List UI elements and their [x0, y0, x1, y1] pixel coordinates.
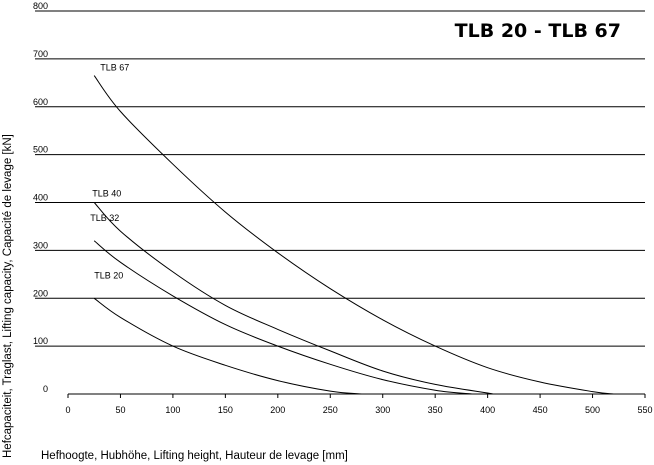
- chart-title: TLB 20 - TLB 67: [455, 20, 621, 42]
- curve-tlb-40: [93, 202, 495, 395]
- y-tick-label: 100: [33, 336, 48, 346]
- x-tick-label: 350: [428, 405, 443, 415]
- x-tick-label: 150: [218, 405, 233, 415]
- y-tick-label: 500: [33, 145, 48, 155]
- x-tick-label: 550: [637, 405, 652, 415]
- x-tick-label: 50: [115, 405, 125, 415]
- y-tick-label: 700: [33, 49, 48, 59]
- series-labels: TLB 67 TLB 40 TLB 32 TLB 20: [90, 63, 129, 281]
- series-label-tlb-32: TLB 32: [90, 213, 119, 223]
- grid-lines: [35, 10, 645, 347]
- y-tick-label: 400: [33, 193, 48, 203]
- x-tick-label: 200: [270, 405, 285, 415]
- curve-tlb-20: [93, 297, 362, 395]
- y-tick-label: 600: [33, 97, 48, 107]
- series-label-tlb-67: TLB 67: [100, 63, 129, 73]
- x-tick-label: 250: [323, 405, 338, 415]
- x-tick-labels: 0 50 100 150 200 250 300 350 400 450 500 550: [65, 405, 652, 415]
- x-tick-label: 300: [375, 405, 390, 415]
- x-tick-marks: [67, 394, 646, 398]
- curve-tlb-32: [93, 240, 472, 395]
- x-tick-label: 400: [480, 405, 495, 415]
- y-axis-label: Hefcapaciteit, Traglast, Lifting capacit…: [2, 134, 14, 458]
- x-tick-label: 100: [165, 405, 180, 415]
- x-axis-label: Hefhoogte, Hubhöhe, Lifting height, Haut…: [41, 450, 348, 462]
- x-tick-label: 450: [533, 405, 548, 415]
- y-tick-labels: 0 100 200 300 400 500 600 700 800: [33, 1, 48, 394]
- y-tick-label: 0: [43, 384, 48, 394]
- y-tick-label: 800: [33, 1, 48, 11]
- series-label-tlb-20: TLB 20: [94, 270, 123, 280]
- curve-tlb-67: [93, 75, 614, 395]
- y-tick-label: 200: [33, 288, 48, 298]
- curves: [93, 75, 614, 395]
- series-label-tlb-40: TLB 40: [92, 189, 121, 199]
- x-tick-label: 500: [585, 405, 600, 415]
- y-tick-label: 300: [33, 240, 48, 250]
- x-tick-label: 0: [65, 405, 70, 415]
